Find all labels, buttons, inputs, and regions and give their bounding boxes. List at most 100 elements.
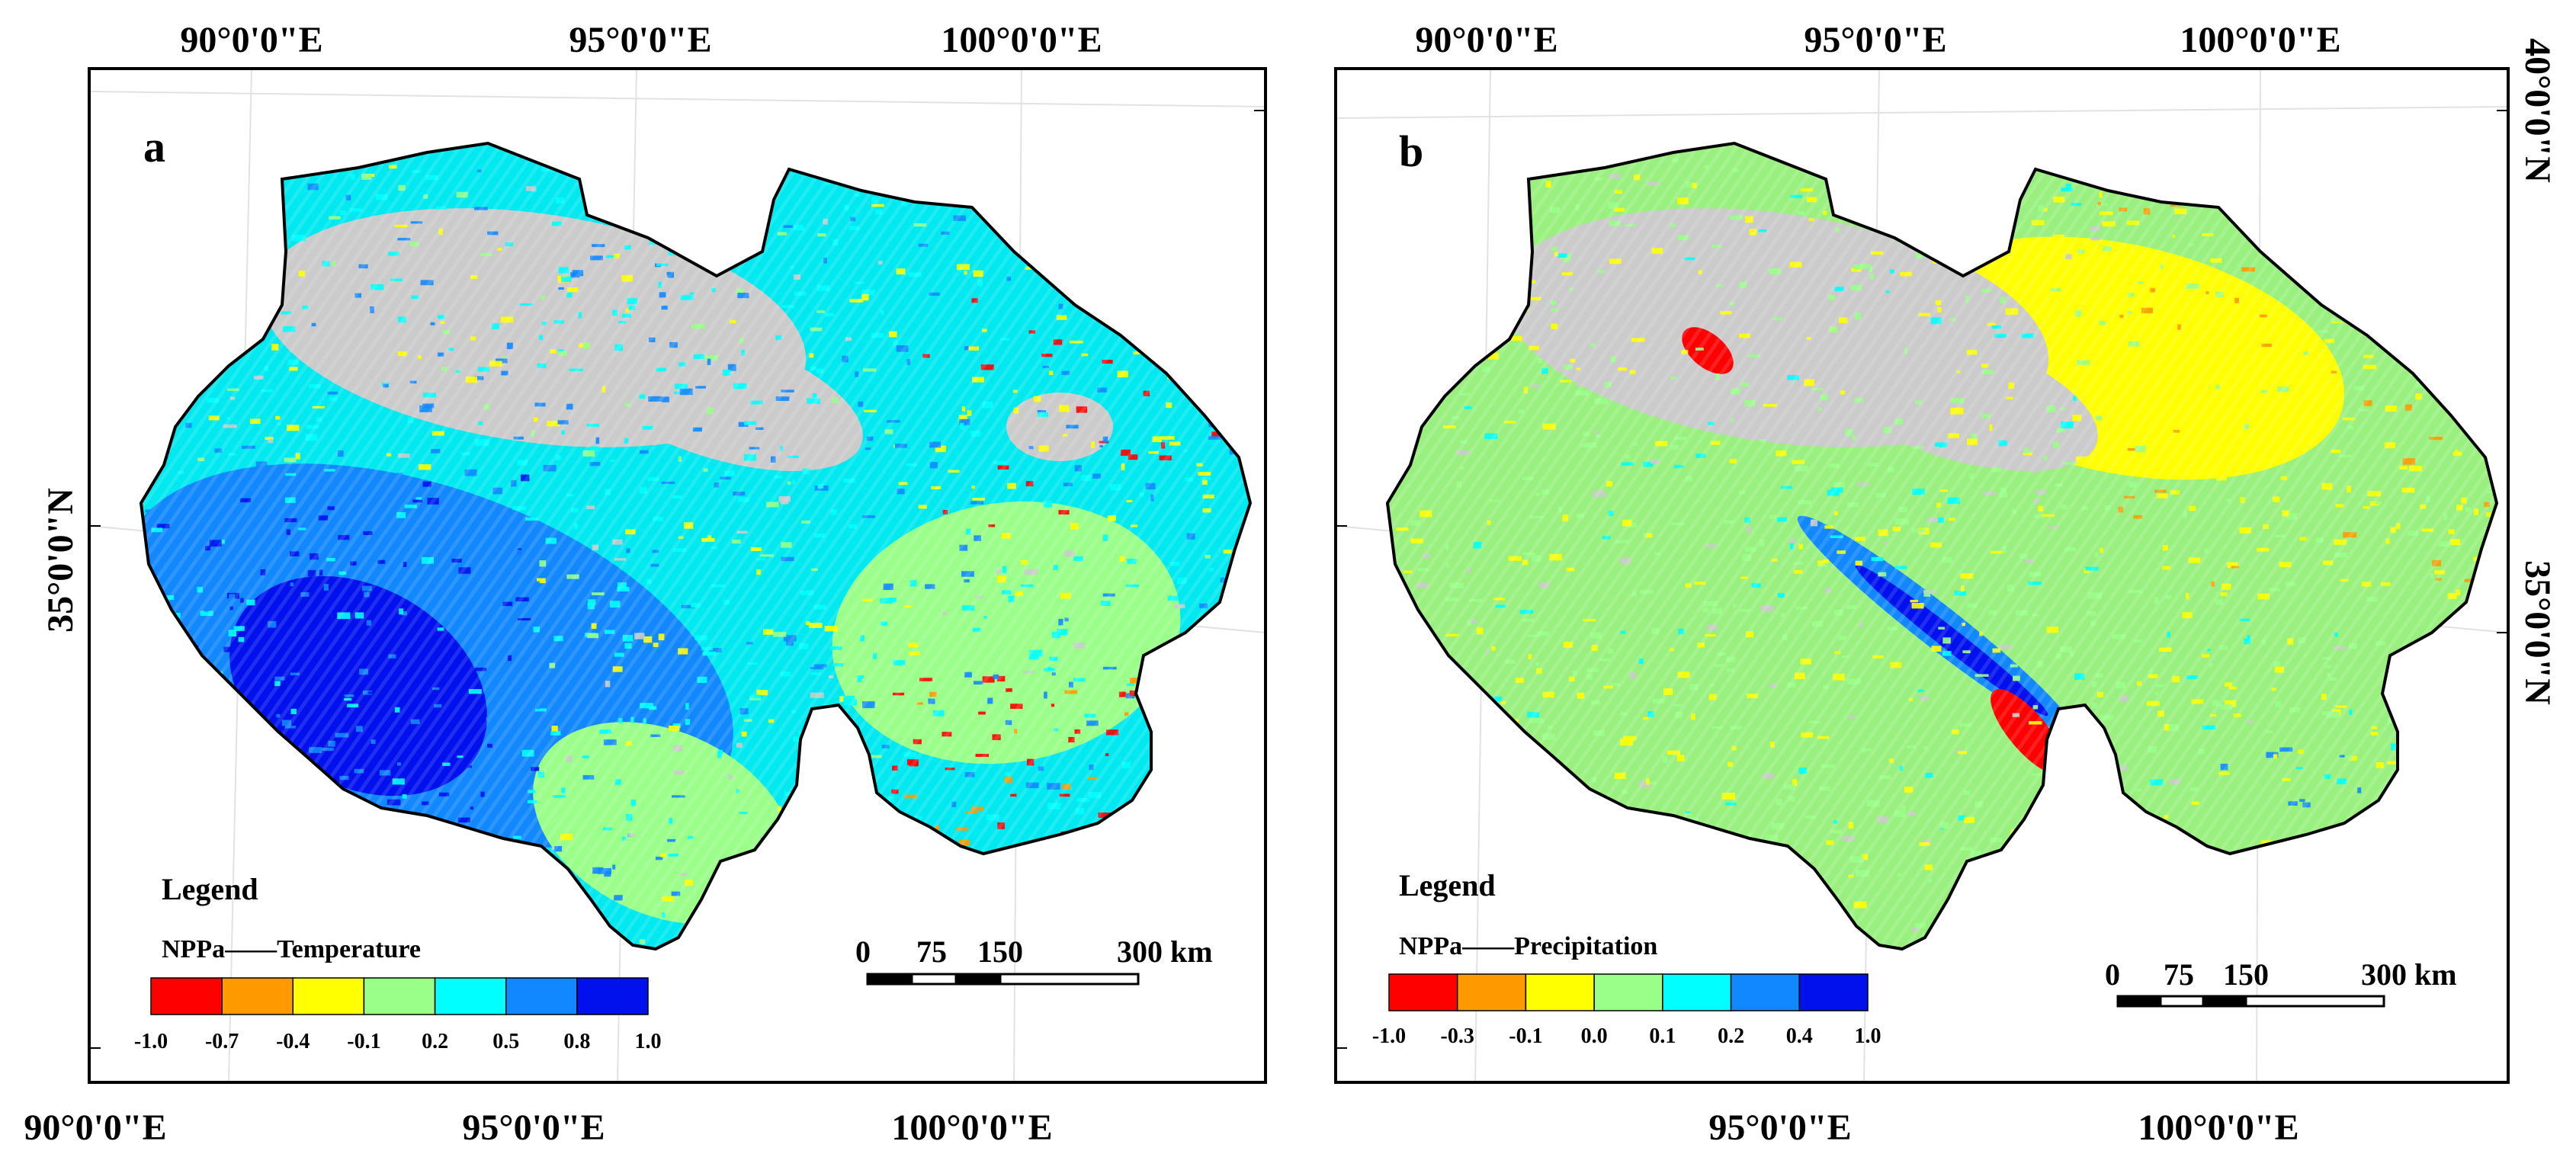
raster-a-cell (518, 883, 522, 887)
raster-a-cell (261, 741, 272, 745)
raster-b-cell (2457, 842, 2465, 849)
raster-a-cell (676, 211, 687, 215)
raster-a-cell (723, 178, 730, 183)
raster-b-cell (1901, 204, 1910, 207)
raster-b-cell (2436, 268, 2447, 272)
raster-b-cell (2270, 916, 2277, 923)
raster-b-cell (2154, 861, 2159, 864)
raster-a-cell (1179, 307, 1189, 311)
raster-b-cell (2173, 172, 2185, 177)
raster-a-cell (527, 908, 539, 913)
raster-b-cell (1432, 383, 1439, 386)
panel-a-province-boundary (139, 141, 1253, 951)
raster-a-cell (261, 881, 270, 887)
legend-swatch-b-2 (1525, 973, 1595, 1011)
raster-a-cell (1243, 829, 1250, 835)
raster-b-cell (1416, 279, 1425, 286)
raster-a-cell (1166, 210, 1179, 216)
raster-a-cell (207, 284, 212, 290)
raster-b-cell (1992, 873, 1998, 879)
raster-a-cell (847, 784, 854, 790)
raster-b-cell (2372, 890, 2382, 896)
raster-b-cell (2429, 195, 2438, 200)
raster-a-cell (345, 889, 350, 893)
raster-a-cell (208, 768, 215, 773)
raster-a-cell (1205, 194, 1211, 198)
raster-b-cell (1522, 827, 1529, 830)
raster-a-cell (874, 939, 883, 942)
raster-b-cell (2299, 277, 2308, 280)
raster-a-cell (236, 792, 243, 798)
raster-a-cell (1153, 186, 1158, 191)
raster-b-cell (1912, 223, 1921, 229)
raster-a-cell (996, 907, 1009, 911)
raster-b-cell (2327, 884, 2341, 891)
panel-b-bottom-lon-2: 100°0'0"E (2138, 1107, 2299, 1148)
raster-b-cell (2200, 902, 2209, 907)
raster-b-cell (1943, 940, 1949, 945)
raster-a-cell (1248, 704, 1250, 710)
raster-b-cell (2193, 159, 2207, 165)
raster-b-cell (2016, 870, 2021, 877)
legend-tick-b-0: -1.0 (1372, 1024, 1406, 1048)
raster-a-cell (204, 754, 216, 761)
raster-a-cell (1229, 586, 1240, 593)
raster-a-cell (874, 803, 881, 809)
raster-a-cell (1102, 293, 1110, 297)
raster-a-cell (1237, 182, 1243, 188)
raster-a-cell (1204, 174, 1210, 181)
raster-a-cell (225, 723, 238, 730)
raster-a-cell (717, 217, 726, 221)
raster-b-cell (2367, 241, 2378, 244)
raster-a-cell (285, 898, 290, 902)
raster-b-cell (1990, 858, 1999, 865)
raster-b-cell (1399, 668, 1410, 672)
raster-a-cell (753, 879, 767, 883)
raster-b-cell (2209, 854, 2220, 860)
raster-a-cell (1123, 318, 1137, 324)
raster-a-cell (752, 947, 761, 949)
raster-b-cell (1491, 264, 1505, 271)
raster-a-cell (861, 172, 874, 176)
raster-a-cell (1089, 226, 1095, 232)
raster-a-cell (405, 930, 409, 935)
raster-b-cell (2235, 907, 2241, 913)
raster-b-cell (1505, 838, 1515, 845)
raster-a-cell (1213, 764, 1217, 768)
raster-b-cell (1403, 447, 1415, 451)
raster-b-cell (2349, 205, 2360, 212)
raster-b-cell (2494, 434, 2497, 441)
raster-b-cell (2490, 719, 2497, 726)
raster-b-cell (2240, 950, 2250, 954)
raster-a-cell (1184, 838, 1195, 845)
raster-a-cell (815, 761, 826, 765)
raster-b-cell (2096, 880, 2101, 883)
legend-swatch-a-2 (292, 977, 365, 1015)
raster-b-cell (2343, 210, 2358, 213)
raster-b-cell (1400, 913, 1413, 918)
raster-b-cell (1493, 729, 1500, 733)
raster-a-cell (1212, 923, 1221, 926)
raster-b-cell (1946, 914, 1958, 921)
raster-b-cell (2415, 228, 2426, 232)
legend-tick-b-7: 1.0 (1855, 1024, 1881, 1048)
raster-b-cell (2416, 774, 2425, 781)
raster-b-cell (1513, 181, 1525, 184)
raster-b-cell (2472, 899, 2485, 905)
raster-a-cell (856, 875, 870, 883)
raster-b-cell (2478, 233, 2491, 239)
raster-a-cell (1195, 777, 1208, 784)
raster-b-cell (2080, 886, 2091, 893)
raster-a-cell (1022, 899, 1028, 906)
raster-a-cell (1141, 249, 1154, 257)
raster-b-cell (1466, 296, 1472, 301)
raster-b-cell (1583, 805, 1587, 812)
raster-b-cell (2439, 892, 2453, 897)
raster-b-cell (2476, 848, 2484, 854)
raster-a-cell (708, 174, 714, 178)
raster-b-cell (1561, 806, 1573, 809)
raster-a-cell (1235, 445, 1243, 452)
raster-b-cell (2331, 276, 2338, 279)
raster-b-cell (2481, 598, 2494, 604)
